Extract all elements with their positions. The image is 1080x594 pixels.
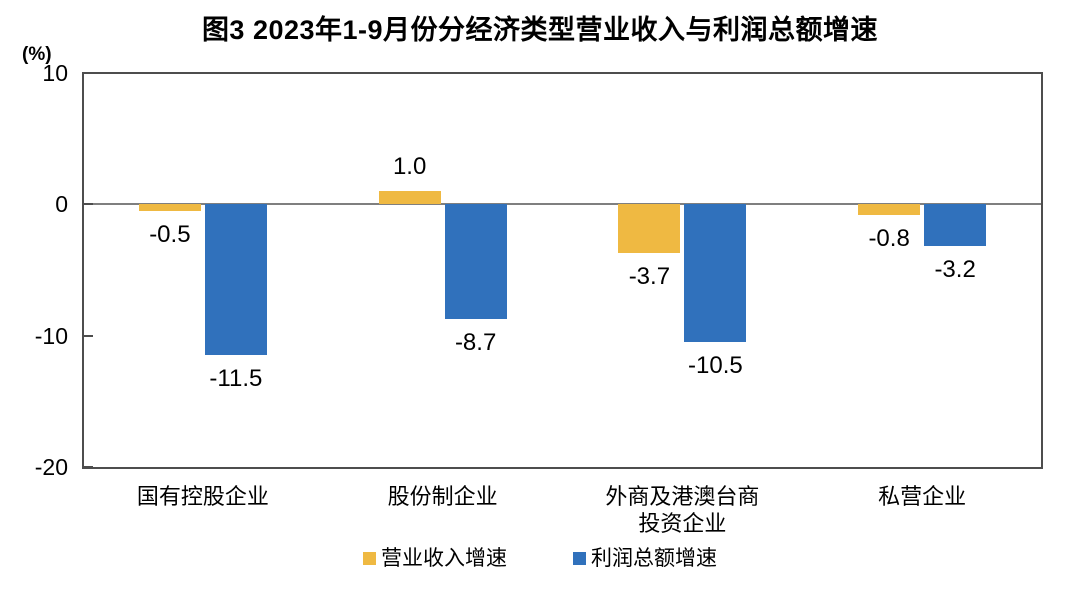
legend-swatch-icon [573,552,586,565]
bar-value-label: -0.5 [149,220,191,248]
y-tick-label: -10 [34,322,68,349]
bar-profit-growth-cat2 [684,204,747,343]
y-tick-mark [84,466,93,468]
bar-revenue-growth-cat2 [618,204,681,253]
y-tick-label: 0 [55,191,68,218]
x-category-label: 国有控股企业 [136,484,269,509]
x-category-label: 股份制企业 [387,484,498,509]
legend: 营业收入增速 利润总额增速 [0,546,1080,572]
bar-value-label: -3.7 [628,262,671,290]
bar-value-label: 1.0 [392,153,427,181]
bar-revenue-growth-cat0 [138,204,201,211]
bar-revenue-growth-cat3 [858,204,921,215]
x-category-label: 外商及港澳台商 投资企业 [605,484,760,536]
bar-profit-growth-cat3 [924,204,987,247]
legend-label: 营业收入增速 [381,547,507,570]
bar-revenue-growth-cat1 [378,191,441,204]
bar-value-label: -3.2 [934,256,976,284]
y-tick-mark [84,203,93,206]
y-tick-mark [84,334,93,337]
y-tick-label: -20 [34,454,68,480]
bar-profit-growth-cat0 [204,204,267,356]
legend-label: 利润总额增速 [591,547,717,570]
chart-title: 图3 2023年1-9月份分经济类型营业收入与利润总额增速 [201,15,879,45]
zero-axis-line [84,203,1041,205]
bar-value-label: -10.5 [688,352,743,380]
legend-item-revenue-growth: 营业收入增速 [363,546,507,572]
legend-item-profit-growth: 利润总额增速 [573,546,717,572]
bar-value-label: -0.8 [868,224,910,252]
bar-value-label: -8.7 [454,328,497,356]
x-category-label: 私营企业 [878,484,967,509]
bar-value-label: -11.5 [209,365,263,393]
y-axis-unit-label: (%) [22,44,52,65]
legend-swatch-icon [363,552,376,565]
y-tick-label: 10 [42,60,68,86]
y-tick-mark [84,72,93,74]
bar-profit-growth-cat1 [444,204,507,319]
